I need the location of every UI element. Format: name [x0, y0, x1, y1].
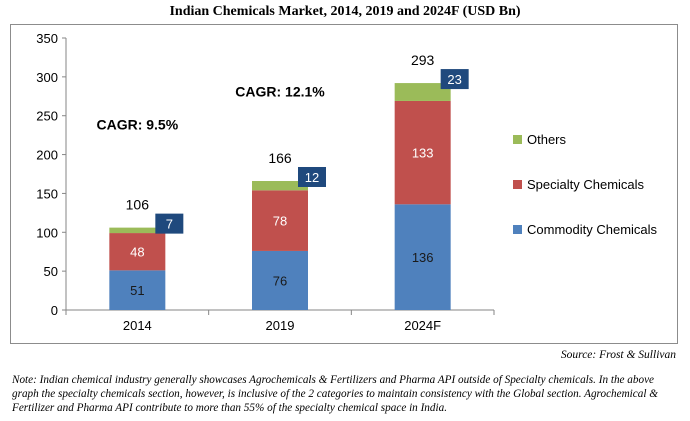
chart-frame [10, 24, 678, 344]
data-label: 7 [166, 217, 173, 232]
y-tick-label: 350 [36, 31, 58, 46]
data-label-box [155, 213, 184, 234]
cagr-annotation: CAGR: 9.5% [96, 117, 178, 133]
y-tick-label: 150 [36, 186, 58, 201]
stacked-bar-chart: 0 50 100 150 200 250 300 350 2014 2019 2024F 51 48 7 1… [36, 31, 658, 333]
source-note: Source: Frost & Sullivan [560, 349, 676, 361]
y-tick-label: 300 [36, 70, 58, 85]
bar-segment [252, 190, 308, 251]
chart-title: Indian Chemicals Market, 2014, 2019 and … [169, 4, 521, 19]
y-tick-label: 200 [36, 148, 58, 163]
data-label-box [298, 166, 326, 187]
legend-label: Commodity Chemicals [527, 222, 658, 237]
data-label: 78 [273, 214, 287, 229]
data-label: 48 [130, 245, 144, 260]
data-label: 51 [130, 283, 144, 298]
legend-swatch [513, 225, 522, 234]
bar-segment [252, 250, 308, 310]
y-tick-label: 100 [36, 225, 58, 240]
bar-segment [109, 270, 166, 310]
bar-segment [394, 204, 451, 310]
footnote: Note: Indian chemical industry generally… [12, 374, 658, 414]
data-label-box [440, 69, 469, 90]
bar-segment [109, 233, 166, 271]
data-label: 12 [305, 170, 319, 185]
data-label: 133 [412, 146, 434, 161]
bar-segment [109, 227, 166, 234]
data-label: 76 [273, 273, 287, 288]
legend-swatch [513, 135, 522, 144]
bar-segment [394, 83, 451, 101]
total-label: 293 [411, 52, 435, 68]
legend-label: Specialty Chemicals [527, 177, 645, 192]
legend-swatch [513, 180, 522, 189]
bar-segment [252, 180, 308, 191]
y-tick-label: 50 [44, 264, 58, 279]
total-label: 166 [268, 150, 292, 166]
bar-segment [394, 100, 451, 205]
legend-label: Others [527, 132, 567, 147]
data-label: 23 [447, 72, 461, 87]
y-tick-label: 0 [51, 303, 58, 318]
total-label: 106 [126, 197, 150, 213]
x-tick-label: 2024F [404, 318, 441, 333]
data-label: 136 [412, 250, 434, 265]
x-tick-label: 2019 [266, 318, 295, 333]
x-tick-label: 2014 [123, 318, 152, 333]
y-tick-label: 250 [36, 109, 58, 124]
cagr-annotation: CAGR: 12.1% [235, 83, 325, 99]
